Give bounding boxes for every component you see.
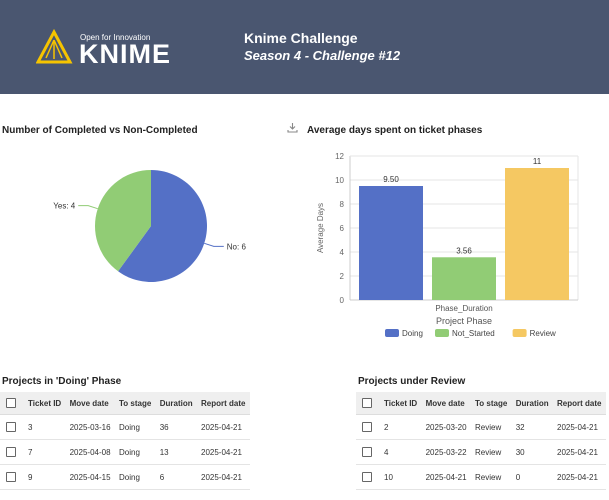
table-row[interactable]: 9 2025-04-15 Doing 6 2025-04-21 bbox=[0, 464, 250, 490]
row-checkbox[interactable] bbox=[356, 464, 380, 490]
y-tick-label: 2 bbox=[340, 272, 345, 281]
bar-chart: 0 2 4 6 8 10 12 9.50 3.56 11 Phase_Duration Project… bbox=[316, 152, 579, 338]
y-tick-label: 0 bbox=[340, 296, 345, 305]
bar-value-label: 3.56 bbox=[456, 246, 472, 255]
y-tick-label: 6 bbox=[340, 224, 345, 233]
review-table-title: Projects under Review bbox=[358, 376, 466, 387]
col-ticket-id[interactable]: Ticket ID bbox=[24, 392, 66, 415]
cell-to-stage: Review bbox=[471, 439, 512, 465]
row-checkbox[interactable] bbox=[356, 414, 380, 440]
select-all-checkbox[interactable] bbox=[356, 392, 380, 415]
cell-ticket-id: 9 bbox=[24, 464, 66, 490]
cell-duration: 30 bbox=[511, 439, 553, 465]
cell-duration: 36 bbox=[155, 414, 197, 440]
cell-to-stage: Doing bbox=[115, 414, 156, 440]
legend-label-not_started: Not_Started bbox=[452, 329, 495, 338]
header-banner: Open for Innovation KNIME Knime Challeng… bbox=[0, 0, 609, 94]
y-tick-label: 12 bbox=[335, 152, 344, 161]
bar-review bbox=[505, 168, 569, 300]
cell-move-date: 2025-03-22 bbox=[421, 439, 472, 465]
legend-swatch-not_started bbox=[435, 329, 449, 337]
col-duration[interactable]: Duration bbox=[155, 392, 197, 415]
cell-to-stage: Review bbox=[471, 464, 512, 490]
pie-slice-no bbox=[118, 170, 207, 282]
col-duration[interactable]: Duration bbox=[511, 392, 553, 415]
y-tick-label: 10 bbox=[335, 176, 344, 185]
cell-duration: 0 bbox=[511, 464, 553, 490]
cell-report-date: 2025-04-21 bbox=[553, 439, 606, 465]
row-checkbox[interactable] bbox=[356, 439, 380, 465]
page-subtitle: Season 4 - Challenge #12 bbox=[244, 48, 401, 63]
pie-label-no: No: 6 bbox=[227, 242, 247, 251]
review-table: Ticket ID Move date To stage Duration Re… bbox=[356, 392, 606, 490]
pie-label-leader bbox=[204, 242, 224, 247]
cell-ticket-id: 4 bbox=[380, 439, 422, 465]
cell-move-date: 2025-04-21 bbox=[421, 464, 472, 490]
legend-swatch-doing bbox=[385, 329, 399, 337]
pie-label-yes: Yes: 4 bbox=[53, 202, 75, 211]
cell-duration: 13 bbox=[155, 439, 197, 465]
cell-report-date: 2025-04-21 bbox=[197, 439, 250, 465]
bar-doing bbox=[359, 186, 423, 300]
bar-chart-title: Average days spent on ticket phases bbox=[307, 125, 483, 136]
table-header-row: Ticket ID Move date To stage Duration Re… bbox=[0, 392, 250, 415]
cell-duration: 32 bbox=[511, 414, 553, 440]
legend-swatch-review bbox=[512, 329, 527, 337]
cell-ticket-id: 7 bbox=[24, 439, 66, 465]
col-ticket-id[interactable]: Ticket ID bbox=[380, 392, 422, 415]
table-row[interactable]: 3 2025-03-16 Doing 36 2025-04-21 bbox=[0, 414, 250, 440]
doing-table: Ticket ID Move date To stage Duration Re… bbox=[0, 392, 250, 490]
y-tick-label: 4 bbox=[340, 248, 345, 257]
cell-report-date: 2025-04-21 bbox=[197, 414, 250, 440]
doing-table-title: Projects in 'Doing' Phase bbox=[2, 376, 122, 387]
cell-move-date: 2025-04-08 bbox=[65, 439, 116, 465]
row-checkbox[interactable] bbox=[0, 439, 24, 465]
cell-to-stage: Doing bbox=[115, 464, 156, 490]
col-to-stage[interactable]: To stage bbox=[115, 392, 156, 415]
legend-label-review: Review bbox=[530, 329, 556, 338]
knime-logo-icon bbox=[36, 28, 73, 64]
cell-to-stage: Doing bbox=[115, 439, 156, 465]
col-report-date[interactable]: Report date bbox=[197, 392, 250, 415]
bar-not_started bbox=[432, 257, 496, 300]
cell-move-date: 2025-04-15 bbox=[65, 464, 116, 490]
cell-report-date: 2025-04-21 bbox=[553, 464, 606, 490]
x-axis-title: Project Phase bbox=[436, 316, 492, 326]
pie-chart: No: 6 Yes: 4 bbox=[53, 170, 247, 282]
select-all-checkbox[interactable] bbox=[0, 392, 24, 415]
table-row[interactable]: 10 2025-04-21 Review 0 2025-04-21 bbox=[356, 464, 606, 490]
logo-tagline: Open for Innovation bbox=[80, 33, 151, 42]
page-title: Knime Challenge bbox=[244, 30, 358, 46]
cell-duration: 6 bbox=[155, 464, 197, 490]
pie-chart-title: Number of Completed vs Non-Completed bbox=[2, 125, 198, 136]
legend-label-doing: Doing bbox=[402, 329, 423, 338]
y-tick-label: 8 bbox=[340, 200, 345, 209]
x-tick-label: Phase_Duration bbox=[435, 304, 492, 313]
row-checkbox[interactable] bbox=[0, 464, 24, 490]
table-row[interactable]: 2 2025-03-20 Review 32 2025-04-21 bbox=[356, 414, 606, 440]
col-move-date[interactable]: Move date bbox=[421, 392, 472, 415]
col-to-stage[interactable]: To stage bbox=[471, 392, 512, 415]
download-icon[interactable] bbox=[287, 122, 298, 133]
row-checkbox[interactable] bbox=[0, 414, 24, 440]
cell-move-date: 2025-03-16 bbox=[65, 414, 116, 440]
bar-value-label: 11 bbox=[533, 157, 542, 166]
cell-ticket-id: 2 bbox=[380, 414, 422, 440]
bar-value-label: 9.50 bbox=[383, 175, 399, 184]
logo-text: KNIME bbox=[79, 39, 171, 69]
cell-move-date: 2025-03-20 bbox=[421, 414, 472, 440]
col-report-date[interactable]: Report date bbox=[553, 392, 606, 415]
table-row[interactable]: 7 2025-04-08 Doing 13 2025-04-21 bbox=[0, 439, 250, 465]
cell-ticket-id: 3 bbox=[24, 414, 66, 440]
cell-ticket-id: 10 bbox=[380, 464, 422, 490]
pie-slice-yes bbox=[94, 170, 151, 272]
y-axis-title: Average Days bbox=[316, 203, 325, 253]
pie-label-leader bbox=[78, 205, 98, 210]
cell-to-stage: Review bbox=[471, 414, 512, 440]
table-row[interactable]: 4 2025-03-22 Review 30 2025-04-21 bbox=[356, 439, 606, 465]
cell-report-date: 2025-04-21 bbox=[197, 464, 250, 490]
table-header-row: Ticket ID Move date To stage Duration Re… bbox=[356, 392, 606, 415]
cell-report-date: 2025-04-21 bbox=[553, 414, 606, 440]
col-move-date[interactable]: Move date bbox=[65, 392, 116, 415]
